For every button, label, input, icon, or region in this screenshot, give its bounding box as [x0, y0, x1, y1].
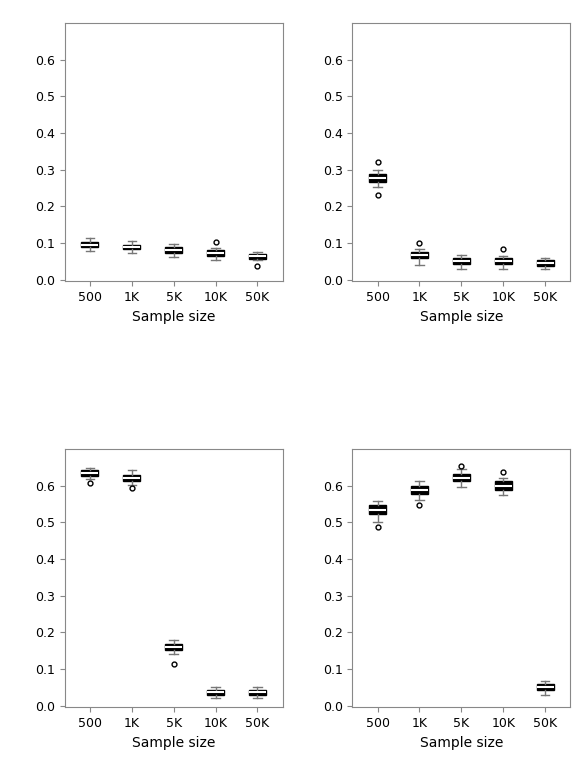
PathPatch shape	[411, 252, 428, 258]
PathPatch shape	[123, 245, 140, 249]
X-axis label: Sample size: Sample size	[132, 736, 215, 750]
PathPatch shape	[453, 474, 470, 481]
PathPatch shape	[249, 254, 266, 258]
PathPatch shape	[495, 258, 512, 264]
PathPatch shape	[207, 690, 224, 694]
PathPatch shape	[82, 242, 98, 248]
PathPatch shape	[411, 486, 428, 494]
X-axis label: Sample size: Sample size	[132, 310, 215, 324]
PathPatch shape	[82, 471, 98, 475]
PathPatch shape	[495, 481, 512, 490]
PathPatch shape	[165, 644, 182, 650]
PathPatch shape	[537, 684, 553, 691]
PathPatch shape	[165, 248, 182, 253]
PathPatch shape	[123, 474, 140, 481]
X-axis label: Sample size: Sample size	[420, 736, 503, 750]
PathPatch shape	[369, 174, 386, 182]
PathPatch shape	[369, 505, 386, 514]
PathPatch shape	[207, 250, 224, 256]
X-axis label: Sample size: Sample size	[420, 310, 503, 324]
PathPatch shape	[537, 260, 553, 265]
PathPatch shape	[453, 258, 470, 264]
PathPatch shape	[249, 690, 266, 694]
